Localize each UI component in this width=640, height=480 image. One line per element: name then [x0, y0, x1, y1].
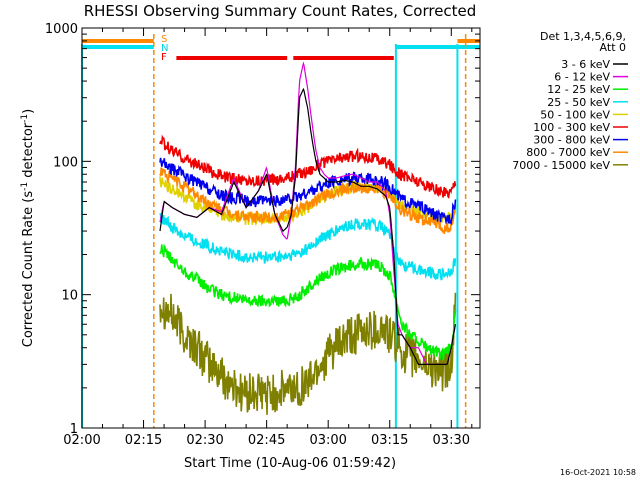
y-tick-label: 10: [61, 289, 78, 304]
series-line: [159, 243, 457, 361]
flag-label-flare: F: [161, 52, 167, 63]
y-axis-label-sup2: -1: [20, 114, 30, 123]
x-tick-label: 03:00: [309, 433, 346, 448]
y-axis-label: Corrected Count Rate (s-1 detector-1): [20, 109, 36, 347]
chart-title: RHESSI Observing Summary Count Rates, Co…: [84, 2, 477, 20]
plot-frame: [81, 27, 481, 429]
flag-label-saa: S: [161, 34, 167, 45]
legend-header-line2: Att 0: [600, 41, 626, 54]
x-tick-label: 03:30: [433, 433, 470, 448]
y-tick-label: 1000: [45, 22, 78, 37]
x-tick-label: 02:15: [125, 433, 162, 448]
legend-label: 12 - 25 keV: [547, 83, 610, 96]
x-tick-label: 02:45: [248, 433, 285, 448]
y-axis-label-start: Corrected Count Rate (s: [21, 191, 36, 348]
legend-label: 100 - 300 keV: [533, 121, 610, 134]
legend-label: 3 - 6 keV: [561, 58, 610, 71]
series-lines: [159, 61, 457, 415]
x-axis-label: Start Time (10-Aug-06 01:59:42): [184, 456, 396, 471]
y-axis-label-sup1: -1: [20, 182, 30, 191]
flag-label-night: N: [161, 43, 168, 54]
series-line: [159, 87, 456, 365]
x-tick-label: 03:15: [371, 433, 408, 448]
legend-label: 7000 - 15000 keV: [512, 159, 610, 172]
legend-label: 300 - 800 keV: [533, 134, 610, 147]
legend-header-line1: Det 1,3,4,5,6,9,: [540, 30, 626, 43]
y-axis-label-mid: detector: [21, 122, 36, 182]
series-line: [159, 292, 457, 415]
legend-label: 800 - 7000 keV: [526, 146, 610, 159]
timestamp: 16-Oct-2021 10:58: [560, 468, 636, 477]
series-line: [159, 213, 457, 281]
flag-bars: [82, 39, 480, 60]
legend-label: 50 - 100 keV: [540, 108, 610, 121]
axis-ticks: 02:00 02:15 02:30 02:45 03:00 03:15 03:30 1 10 10…: [45, 22, 480, 448]
legend-label: 25 - 50 keV: [547, 96, 610, 109]
y-axis-label-end: ): [21, 109, 36, 114]
series-line: [159, 157, 457, 226]
x-tick-label: 02:00: [63, 433, 100, 448]
vertical-markers: [81, 34, 467, 428]
flag-labels: S N F: [161, 34, 168, 63]
series-line: [159, 134, 457, 200]
y-tick-label: 100: [53, 155, 78, 170]
y-tick-label: 1: [70, 422, 78, 437]
x-tick-label: 02:30: [186, 433, 223, 448]
legend-label: 6 - 12 keV: [554, 71, 610, 84]
